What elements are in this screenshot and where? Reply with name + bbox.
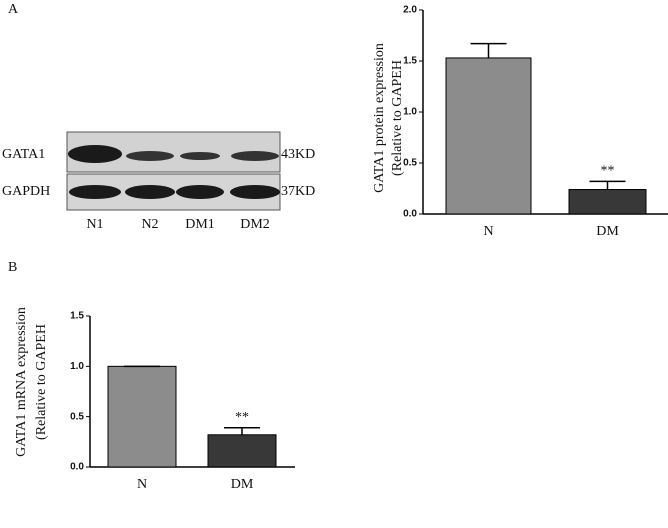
band (180, 152, 220, 160)
row-label: GATA1 (2, 147, 45, 162)
x-tick-label: N (483, 224, 493, 239)
band (231, 151, 279, 161)
band (125, 185, 175, 199)
lane-label: N1 (86, 217, 103, 232)
lane-label: N2 (141, 217, 158, 232)
band (126, 151, 174, 161)
y-tick-label: 1.5 (403, 56, 417, 67)
band (176, 185, 224, 199)
panel-label: B (8, 260, 17, 275)
significance: ** (235, 410, 249, 425)
band (69, 185, 121, 199)
western-blot: GATA1 GAPDH 43KD 37KD N1 N2 DM1 DM2 (2, 131, 315, 232)
y-tick-label: 0.0 (70, 462, 84, 473)
x-tick-label: DM (231, 477, 254, 492)
bar (107, 365, 177, 468)
row-label: GAPDH (2, 184, 50, 199)
band (68, 145, 122, 163)
bar (207, 434, 277, 468)
lane-label: DM2 (240, 217, 270, 232)
y-tick-label: 0.0 (403, 209, 417, 220)
lane-label: DM1 (185, 217, 215, 232)
y-tick-label: 2.0 (403, 5, 417, 16)
y-axis-label: (Relative to GAPEH (34, 324, 49, 440)
x-tick-label: DM (596, 224, 619, 239)
y-tick-label: 1.5 (70, 311, 84, 322)
bar (568, 189, 647, 215)
x-tick-label: N (137, 477, 147, 492)
panel-label: A (8, 2, 19, 17)
y-axis-label: GATA1 mRNA expression (14, 307, 29, 457)
y-tick-label: 1.0 (403, 107, 417, 118)
band (230, 185, 280, 199)
y-tick-label: 1.0 (70, 361, 84, 372)
y-axis-label: GATA1 protein expression (372, 43, 387, 193)
bar (445, 57, 532, 215)
size-label: 43KD (281, 147, 315, 162)
size-label: 37KD (281, 184, 315, 199)
y-tick-label: 0.5 (70, 411, 84, 422)
y-axis-label: (Relative to GAPEH (390, 60, 405, 176)
significance: ** (601, 164, 615, 179)
y-tick-label: 0.5 (403, 158, 417, 169)
